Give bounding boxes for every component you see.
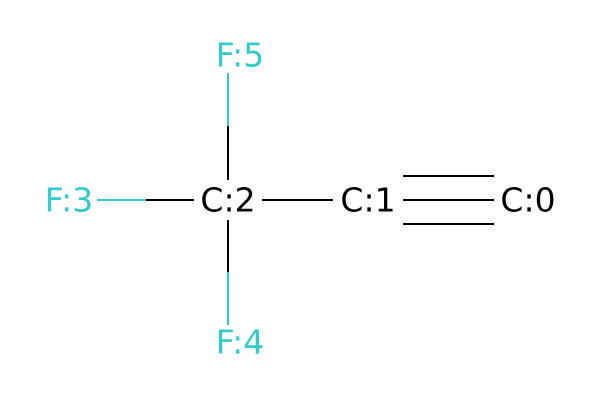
atom-label-f3: F:3 bbox=[45, 181, 94, 220]
atom-label-f4: F:4 bbox=[216, 323, 265, 362]
atom-label-c1: C:1 bbox=[340, 181, 395, 220]
atom-label-c2: C:2 bbox=[200, 181, 255, 220]
bond-c1-c0-triple bbox=[403, 175, 494, 225]
atom-label-f5: F:5 bbox=[216, 36, 265, 75]
atom-label-c0: C:0 bbox=[500, 181, 555, 220]
